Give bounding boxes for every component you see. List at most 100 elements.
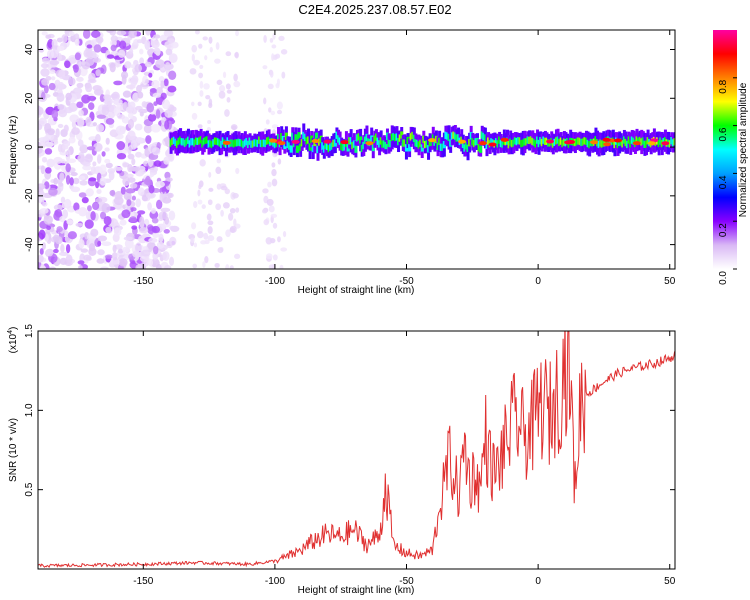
heatmap-band-core <box>245 137 249 146</box>
heatmap-noise-blob <box>46 225 52 231</box>
heatmap-noise-blob <box>148 237 158 243</box>
page-title: C2E4.2025.237.08.57.E02 <box>298 2 452 17</box>
heatmap-noise-blob <box>101 151 106 157</box>
heatmap-noise-blob <box>155 109 161 119</box>
heatmap-noise-blob <box>39 265 47 269</box>
heatmap-noise-blob <box>145 30 151 36</box>
heatmap-noise-blob <box>82 165 92 171</box>
heatmap-noise-blob <box>62 145 69 150</box>
heatmap-band-core <box>583 137 587 145</box>
heatmap-sparse-blob <box>263 97 267 105</box>
heatmap-xtick-label: -100 <box>265 276 285 287</box>
heatmap-noise-blob <box>84 153 93 164</box>
heatmap-noise-blob <box>139 48 144 55</box>
heatmap-peak-blob <box>647 141 656 146</box>
heatmap-sparse-blob <box>199 64 204 69</box>
heatmap-band-core <box>640 138 644 146</box>
heatmap-noise-blob <box>76 82 84 89</box>
heatmap-sparse-blob <box>202 261 206 268</box>
heatmap-noise-blob <box>38 106 44 116</box>
heatmap-peak-blob <box>661 141 670 146</box>
heatmap-sparse-blob <box>197 199 203 205</box>
heatmap-band-core <box>332 139 336 148</box>
heatmap-band-core <box>280 132 284 141</box>
heatmap-sparse-blob <box>281 71 286 79</box>
heatmap-noise-blob <box>92 57 102 63</box>
heatmap-band-core <box>275 139 279 148</box>
heatmap-band-core <box>450 132 454 140</box>
heatmap-sparse-blob <box>269 70 274 78</box>
heatmap-band-core <box>363 136 367 144</box>
heatmap-sparse-blob <box>278 35 285 41</box>
heatmap-band-core <box>464 142 468 150</box>
heatmap-noise-blob <box>60 196 66 204</box>
heatmap-sparse-blob <box>271 124 279 129</box>
heatmap-band-core <box>510 139 514 148</box>
heatmap-noise-blob <box>53 156 63 164</box>
heatmap-sparse-blob <box>266 198 274 206</box>
heatmap-sparse-blob <box>199 80 204 89</box>
heatmap-sparse-blob <box>216 158 222 164</box>
heatmap-noise-blob <box>48 187 58 196</box>
heatmap-band-core <box>556 136 560 144</box>
heatmap-noise-blob <box>41 242 46 250</box>
heatmap-band-core <box>253 139 257 147</box>
heatmap-band-core <box>594 136 598 144</box>
heatmap-band-core <box>436 142 440 150</box>
heatmap-band-core <box>362 141 366 150</box>
heatmap-noise-blob <box>131 158 136 166</box>
heatmap-peak-blob <box>546 139 555 144</box>
heatmap-noise-blob <box>67 77 76 86</box>
heatmap-noise-blob <box>81 94 91 104</box>
heatmap-peak-blob <box>564 140 573 145</box>
heatmap-noise-blob <box>168 210 176 221</box>
heatmap-band-core <box>201 140 205 148</box>
heatmap-band-core <box>539 137 543 145</box>
heatmap-noise-blob <box>146 192 156 199</box>
heatmap-noise-blob <box>120 186 126 195</box>
heatmap-noise-blob <box>152 232 160 238</box>
heatmap-band-core <box>504 138 508 146</box>
heatmap-noise-blob <box>136 39 143 44</box>
heatmap-noise-blob <box>46 49 55 60</box>
heatmap-noise-blob <box>151 79 160 89</box>
heatmap-noise-blob <box>38 124 43 130</box>
heatmap-band-core <box>327 144 331 153</box>
heatmap-noise-blob <box>66 219 74 225</box>
heatmap-noise-blob <box>75 222 84 227</box>
heatmap-band-core <box>523 138 527 146</box>
heatmap-band-core <box>638 136 642 145</box>
heatmap-band-core <box>466 144 470 152</box>
heatmap-sparse-blob <box>206 213 212 221</box>
heatmap-sparse-blob <box>282 230 287 238</box>
heatmap-sparse-blob <box>271 162 276 168</box>
heatmap-noise-blob <box>113 166 123 171</box>
heatmap-noise-blob <box>152 245 159 255</box>
heatmap-band-core <box>463 144 467 152</box>
heatmap-band-core <box>482 132 486 141</box>
heatmap-xtick-label: 50 <box>664 276 676 287</box>
heatmap-noise-blob <box>163 228 170 234</box>
heatmap-band-core <box>518 137 522 145</box>
heatmap-noise-blob <box>129 166 139 172</box>
heatmap-band-core <box>387 139 391 148</box>
heatmap-peak-blob <box>458 139 467 144</box>
heatmap-sparse-blob <box>228 212 234 221</box>
heatmap-band-core <box>476 137 480 146</box>
heatmap-sparse-blob <box>191 101 195 107</box>
heatmap-xtick-label: -150 <box>133 276 153 287</box>
heatmap-sparse-blob <box>272 254 278 261</box>
heatmap-band-core <box>412 134 416 143</box>
heatmap-noise-blob <box>57 123 64 128</box>
heatmap-noise-blob <box>118 248 124 254</box>
heatmap-sparse-blob <box>225 51 232 57</box>
heatmap-noise-blob <box>39 196 45 203</box>
heatmap-noise-blob <box>87 205 92 212</box>
heatmap-band-core <box>434 135 438 144</box>
heatmap-noise-blob <box>160 207 171 213</box>
snr-xtick-label: 0 <box>535 576 541 587</box>
heatmap-band-core <box>243 139 247 147</box>
heatmap-noise-blob <box>88 72 96 83</box>
snr-xtick-label: -100 <box>265 576 285 587</box>
heatmap-noise-blob <box>66 158 77 163</box>
